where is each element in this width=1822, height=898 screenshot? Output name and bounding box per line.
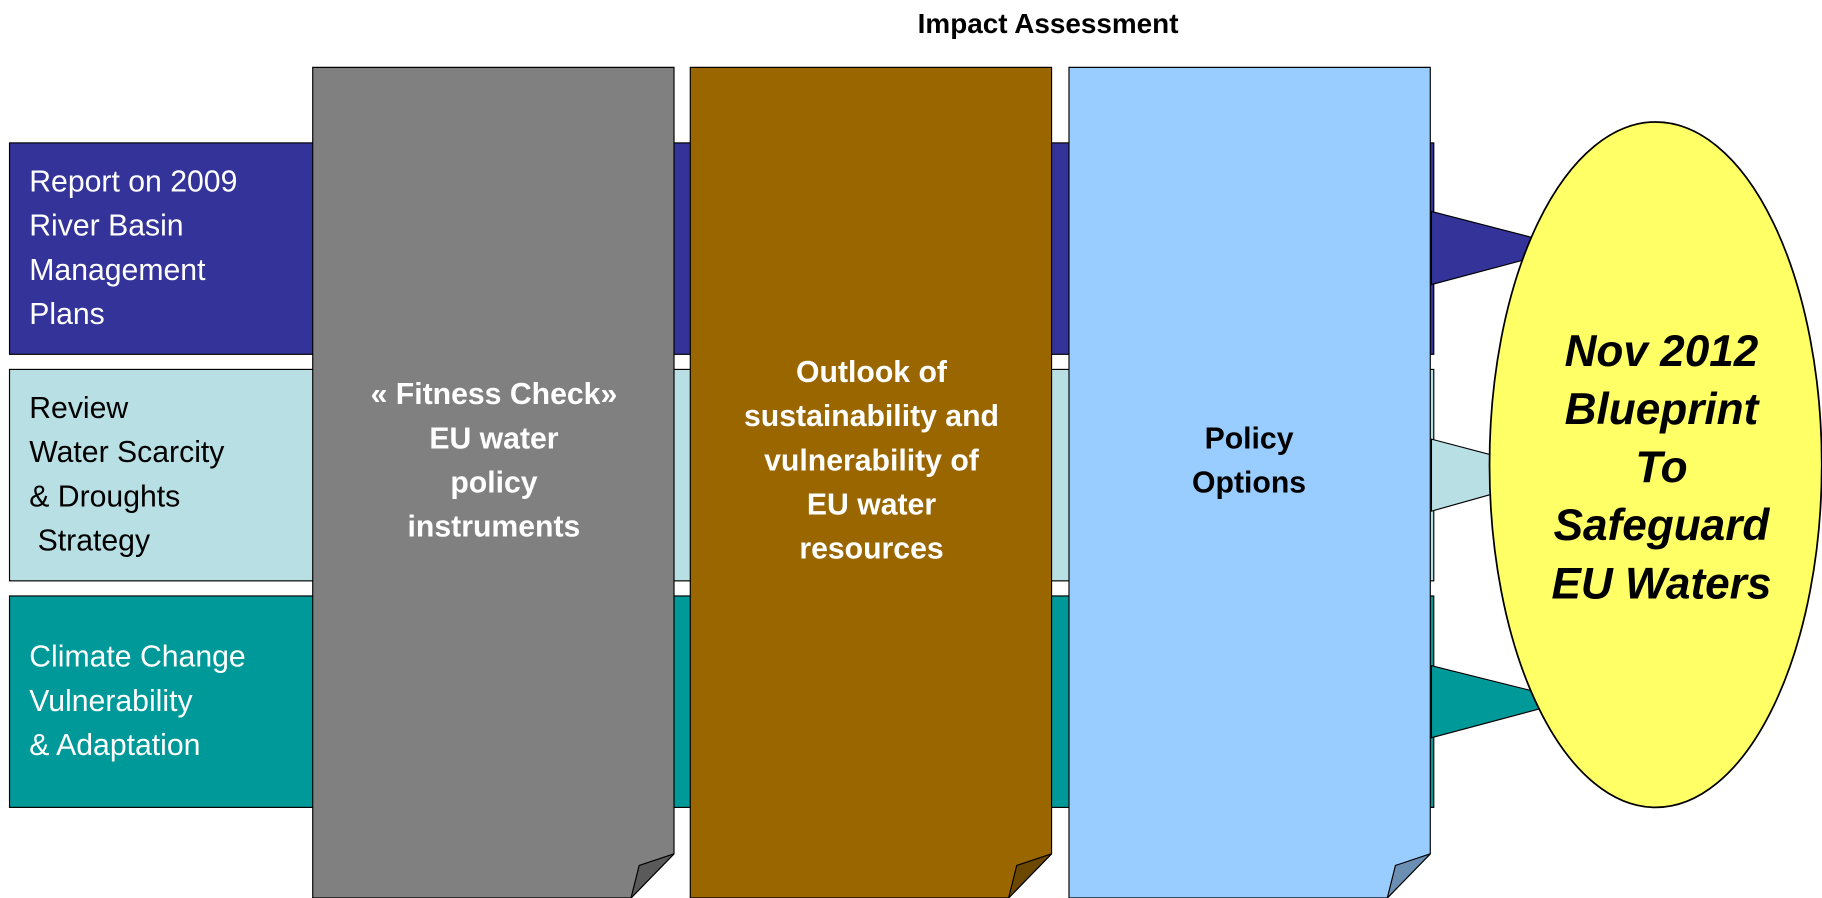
- fold: [630, 853, 675, 898]
- row-text: Water Scarcity: [29, 436, 225, 469]
- column-text: Outlook of: [796, 356, 948, 389]
- column-text: vulnerability of: [764, 444, 980, 477]
- outcome-text: Blueprint: [1565, 385, 1761, 434]
- column-text: Options: [1192, 466, 1306, 499]
- row-text: River Basin: [29, 210, 183, 243]
- row-text: & Adaptation: [29, 729, 200, 762]
- row-text: Management: [29, 254, 206, 287]
- row-text: Strategy: [29, 525, 151, 558]
- fold: [1007, 853, 1052, 898]
- arrow: [1430, 664, 1574, 739]
- title: Impact Assessment: [918, 8, 1179, 39]
- outcome-text: EU Waters: [1552, 559, 1772, 608]
- column-text: policy: [450, 466, 537, 499]
- column-text: EU water: [807, 488, 936, 521]
- document: [689, 66, 1053, 898]
- row-text: Climate Change: [29, 641, 245, 674]
- row-text: Report on 2009: [29, 166, 237, 199]
- column-text: resources: [799, 533, 943, 566]
- row-text: Vulnerability: [29, 685, 193, 718]
- fold: [1386, 853, 1431, 898]
- column-text: « Fitness Check»: [371, 378, 618, 411]
- column-text: instruments: [408, 511, 581, 544]
- outcome-text: Safeguard: [1554, 501, 1771, 550]
- row-text: & Droughts: [29, 480, 180, 513]
- outcome-text: Nov 2012: [1565, 327, 1759, 376]
- row-text: Plans: [29, 298, 105, 331]
- column-text: EU water: [429, 422, 558, 455]
- column-text: sustainability and: [744, 400, 999, 433]
- arrow: [1430, 210, 1574, 286]
- column-text: Policy: [1205, 422, 1294, 455]
- documents: [312, 66, 1431, 898]
- row-text: Review: [29, 392, 128, 425]
- outcome-text: To: [1635, 443, 1687, 492]
